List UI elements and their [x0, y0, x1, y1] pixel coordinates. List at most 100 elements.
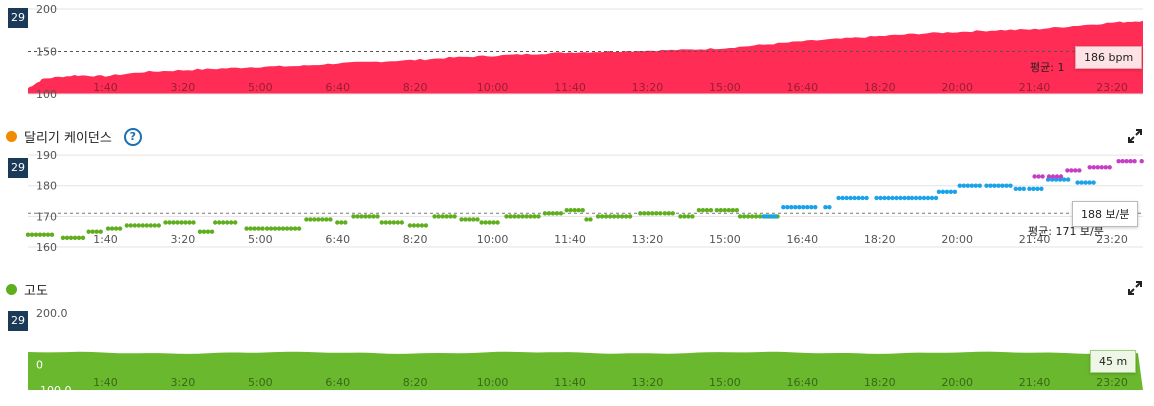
cadence-point: [550, 211, 556, 216]
cadence-point: [1099, 165, 1104, 170]
cadence-point: [722, 208, 727, 213]
cadence-point: [483, 220, 488, 225]
cadence-point: [1000, 183, 1005, 188]
cadence-point: [864, 195, 869, 201]
cadence-point: [704, 208, 710, 213]
cadence-point: [276, 226, 282, 231]
cadence-point: [213, 220, 218, 225]
cadence-point: [45, 232, 51, 237]
x-tick-label: 11:40: [554, 81, 586, 94]
cadence-point: [882, 195, 887, 201]
cadence-point: [836, 195, 841, 201]
cadence-point: [878, 195, 883, 201]
cadence-point: [37, 232, 43, 237]
cadence-point: [650, 211, 655, 216]
x-tick-label: 10:00: [477, 376, 509, 389]
cadence-dot-icon: [6, 131, 17, 142]
cadence-point: [595, 214, 601, 219]
cadence-point: [789, 205, 794, 210]
cadence-point: [375, 214, 380, 219]
cadence-point: [969, 183, 974, 188]
cadence-point: [256, 226, 261, 231]
cadence-point: [809, 205, 814, 210]
cadence-point: [1077, 168, 1082, 173]
cadence-point: [335, 220, 340, 225]
cadence-point: [906, 195, 911, 201]
cadence-point: [793, 205, 798, 210]
cadence-point: [463, 217, 468, 222]
cadence-point: [992, 183, 997, 188]
x-tick-label: 16:40: [786, 233, 818, 246]
expand-icon[interactable]: [1128, 281, 1142, 295]
cadence-point: [813, 205, 818, 210]
help-icon[interactable]: ?: [123, 127, 142, 146]
cadence-point: [1103, 165, 1108, 170]
cadence-point: [343, 220, 348, 225]
cadence-point: [479, 220, 484, 225]
cadence-point: [913, 195, 919, 201]
cadence-point: [72, 235, 78, 240]
cadence-point: [781, 205, 786, 210]
cadence-point: [1050, 174, 1056, 179]
cadence-point: [737, 214, 743, 219]
cadence-point: [944, 189, 950, 194]
cadence-average-label: 평균: 171 보/분: [1028, 225, 1104, 238]
cadence-point: [1032, 174, 1037, 179]
cadence-point: [580, 208, 585, 213]
cadence-point: [1120, 159, 1125, 164]
cadence-point: [64, 235, 70, 240]
x-tick-label: 18:20: [864, 81, 896, 94]
cadence-panel: 190 180 170 160 1:40 3:20 5:00 6:40 8:20 10:00 11:…: [0, 149, 1154, 254]
cadence-point: [68, 235, 74, 240]
cadence-point: [654, 211, 659, 216]
cadence-point: [528, 214, 533, 219]
x-tick-label: 6:40: [325, 81, 350, 94]
y-tick-label: 180: [36, 180, 57, 193]
cadence-point: [957, 183, 962, 188]
cadence-point: [94, 229, 99, 234]
cadence-point: [860, 195, 865, 201]
x-tick-label: 13:20: [632, 81, 664, 94]
x-tick-label: 23:20: [1096, 233, 1128, 246]
cadence-point: [252, 226, 257, 231]
cadence-point: [623, 214, 629, 219]
cadence-point: [886, 195, 891, 201]
cadence-point: [248, 226, 253, 231]
cadence-point: [996, 183, 1001, 188]
cadence-point: [840, 195, 845, 201]
cadence-point: [662, 211, 667, 216]
cadence-point: [856, 195, 861, 201]
expand-icon[interactable]: [1128, 129, 1142, 143]
y-tick-label: 190: [36, 149, 57, 162]
x-tick-label: 13:20: [632, 376, 664, 389]
cadence-point: [933, 195, 939, 201]
cadence-point: [29, 232, 35, 237]
x-tick-label: 1:40: [93, 233, 118, 246]
cadence-point: [1046, 174, 1052, 179]
x-tick-label: 20:00: [941, 376, 973, 389]
cadence-point: [785, 205, 790, 210]
x-tick-label: 1:40: [93, 81, 118, 94]
cadence-point: [132, 223, 137, 228]
y-tick-label: 0: [36, 358, 43, 371]
cadence-point: [76, 235, 82, 240]
cadence-point: [1107, 165, 1112, 170]
cadence-point: [201, 229, 207, 234]
cadence-point: [98, 229, 103, 234]
cadence-point: [312, 217, 317, 222]
y-tick-label: 200: [36, 3, 57, 16]
cadence-point: [49, 232, 55, 237]
altitude-title: 고도: [24, 284, 48, 299]
heart-rate-average-label: 평균: 1: [1030, 61, 1065, 74]
cadence-point: [244, 226, 249, 231]
cadence-point: [1083, 180, 1088, 185]
cadence-point: [1040, 174, 1045, 179]
cadence-point: [320, 217, 325, 222]
cadence-point: [940, 189, 946, 194]
cadence-point: [1091, 180, 1096, 185]
cadence-point: [749, 214, 755, 219]
cadence-point: [324, 217, 329, 222]
cadence-point: [909, 195, 915, 201]
cadence-point: [1128, 159, 1133, 164]
